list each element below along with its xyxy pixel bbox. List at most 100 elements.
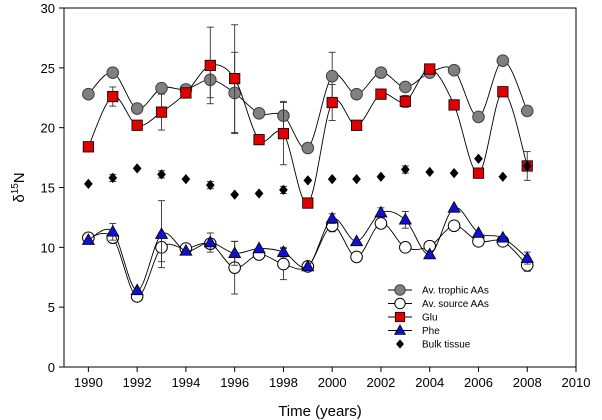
data-point [497,86,509,98]
x-tick-label: 2000 [318,375,347,390]
data-point [205,179,215,191]
legend-label: Glu [422,313,438,324]
y-tick-label: 5 [48,300,55,315]
y-axis-title: δ15N [10,172,28,202]
x-tick-label: 1996 [220,375,249,390]
data-point [301,259,315,272]
data-point [81,233,96,245]
data-point [447,63,461,77]
y-tick-label: 20 [41,121,55,136]
legend-label: Av. trophic AAs [422,286,489,297]
data-point [474,153,483,164]
data-point [447,200,461,213]
data-point [108,172,118,184]
legend-marker [394,297,406,310]
data-point [82,87,95,101]
data-point [130,102,144,115]
y-tick-label: 30 [41,1,55,16]
plot-area [63,7,577,368]
data-point [106,66,120,79]
data-point [374,217,388,230]
axes: 1990 1992 1994 1996 1998 2000 2002 2004 2006 2008… [41,1,591,390]
data-point [254,188,264,199]
series-layer [81,24,534,303]
legend-item-av-source-aas: Av. source AAs [388,297,489,310]
data-point [82,141,94,153]
series-bulk-tissue [84,153,532,200]
legend-label: Av. source AAs [422,299,489,310]
legend-marker [396,339,404,349]
data-point [350,119,363,131]
data-point [325,211,339,224]
data-point [303,175,313,186]
legend-label: Phe [422,326,440,337]
data-point [376,171,386,182]
data-point [155,81,168,95]
data-point [130,283,144,296]
legend: Av. trophic AAs Av. source AAs Glu Phe Bulk … [388,284,489,351]
series-glu [82,24,533,209]
legend-marker [393,324,407,335]
x-tick-label: 2002 [366,375,395,390]
data-point [279,184,288,196]
data-point [203,235,217,248]
legend-item-phe: Phe [388,324,440,337]
legend-item-glu: Glu [388,311,438,324]
data-point [229,73,241,85]
data-point [449,168,459,179]
data-point [181,174,191,185]
y-tick-label: 0 [48,360,55,375]
data-point [132,163,142,174]
x-tick-label: 1990 [74,375,103,390]
x-tick-label: 2010 [562,375,591,390]
data-point [399,241,412,254]
data-point [522,160,532,172]
data-point [520,104,534,118]
data-point [399,80,412,94]
data-point [350,250,363,264]
data-point [155,106,168,118]
x-tick-label: 2008 [513,375,542,390]
data-point [277,257,290,271]
data-point [400,164,410,175]
data-point [498,171,508,182]
data-point [350,87,363,101]
data-point [179,243,193,256]
data-point [448,99,460,111]
data-point [496,54,510,67]
plot-frame [63,7,577,368]
data-point [424,63,436,75]
data-point [398,212,412,225]
x-tick-label: 2006 [464,375,493,390]
data-point [423,247,437,260]
data-point [399,95,411,107]
data-point [425,166,435,178]
data-point [327,174,337,185]
data-point [252,107,266,120]
x-tick-label: 1994 [171,375,200,390]
data-point [230,189,240,200]
y-tick-label: 15 [41,181,55,196]
data-point [352,174,361,185]
data-point [520,251,534,263]
data-point [180,87,192,99]
data-point [472,167,485,179]
data-point [447,219,461,233]
data-point [276,245,291,257]
series-phe [81,200,534,296]
data-point [106,224,120,237]
data-point [228,246,242,259]
x-tick-label: 1992 [123,375,152,390]
data-point [349,234,364,247]
x-tick-label: 2004 [415,375,444,390]
data-point [131,119,143,131]
data-point [326,96,338,109]
legend-marker [394,311,406,323]
data-point [374,205,388,218]
data-point [107,90,119,103]
data-point [252,241,266,254]
data-point [301,141,315,155]
data-point [84,178,93,190]
legend-marker [394,284,406,296]
